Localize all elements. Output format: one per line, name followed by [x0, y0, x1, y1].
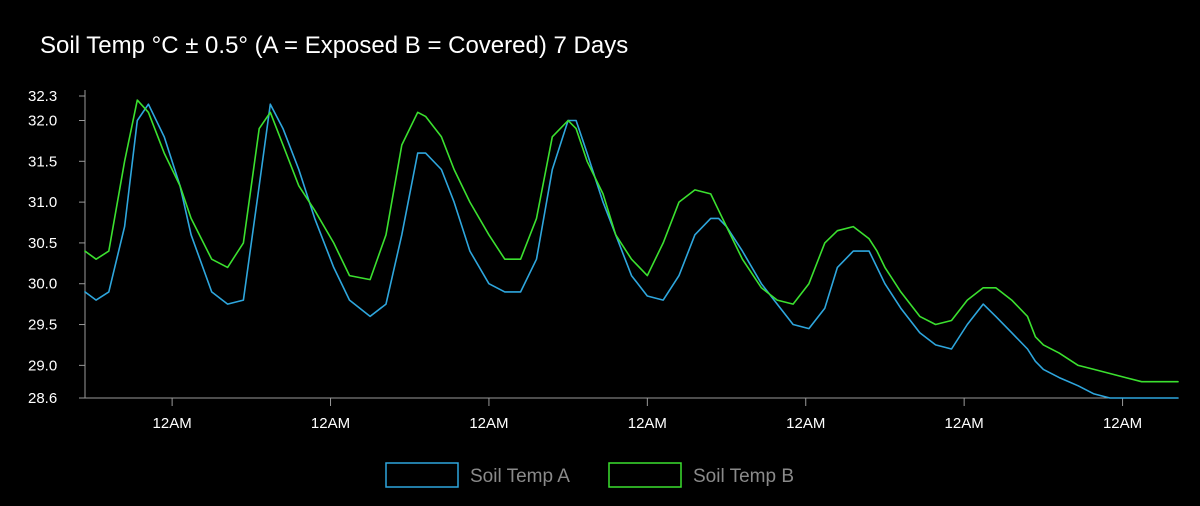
series-line-b — [84, 99, 1179, 383]
axes: 32.3 32.0 31.5 31.0 30.5 30.0 29.5 29.0 28.6 12AM… — [28, 88, 1178, 432]
legend-label: Soil Temp A — [470, 466, 570, 487]
y-tick-label: 30.5 — [28, 235, 57, 252]
series-layer — [84, 99, 1179, 399]
y-tick-label: 31.0 — [28, 194, 57, 211]
chart-title: Soil Temp °C ± 0.5° (A = Exposed B = Cov… — [40, 32, 629, 59]
y-tick-label: 29.5 — [28, 317, 57, 334]
y-tick-label: 30.0 — [28, 276, 57, 293]
x-tick-label: 12AM — [1103, 415, 1142, 432]
y-tick-label: 29.0 — [28, 357, 57, 374]
x-tick-label: 12AM — [786, 415, 825, 432]
x-tick-label: 12AM — [469, 415, 508, 432]
series-line-a — [84, 103, 1179, 399]
x-tick-label: 12AM — [628, 415, 667, 432]
legend-swatch — [385, 462, 459, 488]
legend-swatch — [608, 462, 682, 488]
legend-item-a[interactable]: Soil Temp A — [385, 462, 570, 488]
x-tick-label: 12AM — [945, 415, 984, 432]
x-tick-label: 12AM — [311, 415, 350, 432]
y-tick-label: 32.3 — [28, 88, 57, 105]
legend: Soil Temp A Soil Temp B — [385, 462, 794, 488]
x-tick-label: 12AM — [153, 415, 192, 432]
y-tick-label: 32.0 — [28, 112, 57, 129]
legend-label: Soil Temp B — [693, 466, 794, 487]
y-tick-label: 28.6 — [28, 390, 57, 407]
y-tick-label: 31.5 — [28, 153, 57, 170]
legend-item-b[interactable]: Soil Temp B — [608, 462, 794, 488]
